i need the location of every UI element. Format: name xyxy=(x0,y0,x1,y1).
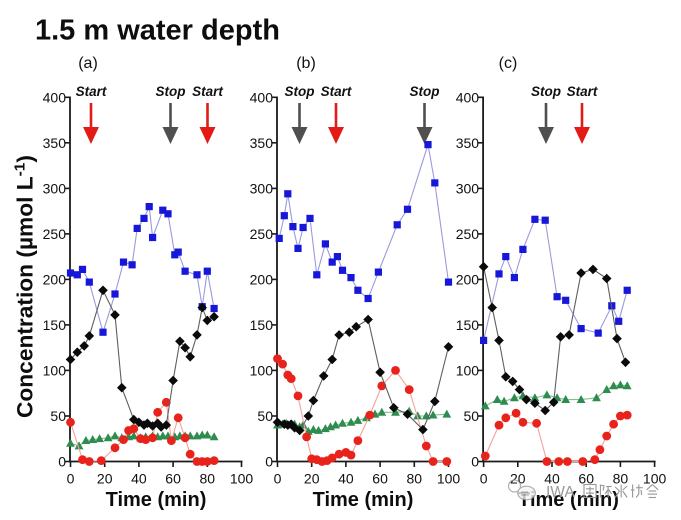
svg-text:250: 250 xyxy=(250,226,274,242)
svg-text:IWA: IWA xyxy=(546,484,575,501)
svg-text:350: 350 xyxy=(250,135,274,151)
svg-text:Stop: Stop xyxy=(531,84,561,99)
svg-text:200: 200 xyxy=(456,271,480,287)
svg-text:80: 80 xyxy=(200,471,216,487)
svg-text:250: 250 xyxy=(43,226,67,242)
svg-text:0: 0 xyxy=(265,454,273,470)
svg-text:200: 200 xyxy=(250,271,274,287)
svg-text:0: 0 xyxy=(274,471,282,487)
svg-text:0: 0 xyxy=(58,454,66,470)
svg-text:100: 100 xyxy=(437,471,461,487)
svg-text:60: 60 xyxy=(578,471,594,487)
svg-text:Time (min): Time (min) xyxy=(313,489,414,511)
svg-text:Start: Start xyxy=(321,84,352,99)
svg-text:(a): (a) xyxy=(78,55,98,72)
svg-text:40: 40 xyxy=(338,471,354,487)
svg-text:80: 80 xyxy=(407,471,423,487)
svg-text:Time (min): Time (min) xyxy=(106,489,207,511)
svg-text:0: 0 xyxy=(471,454,479,470)
svg-text:400: 400 xyxy=(456,89,480,105)
svg-text:20: 20 xyxy=(510,471,526,487)
svg-text:350: 350 xyxy=(456,135,480,151)
svg-text:Concentration (µmol L-1): Concentration (µmol L-1) xyxy=(11,155,38,418)
svg-text:(c): (c) xyxy=(499,55,518,72)
svg-text:20: 20 xyxy=(97,471,113,487)
svg-text:Start: Start xyxy=(192,84,223,99)
svg-text:Start: Start xyxy=(76,84,107,99)
svg-text:(b): (b) xyxy=(296,55,316,72)
svg-text:50: 50 xyxy=(50,408,66,424)
svg-text:60: 60 xyxy=(165,471,181,487)
svg-text:150: 150 xyxy=(43,317,67,333)
svg-text:50: 50 xyxy=(257,408,273,424)
svg-text:350: 350 xyxy=(43,135,67,151)
svg-text:100: 100 xyxy=(43,362,67,378)
svg-text:300: 300 xyxy=(456,180,480,196)
svg-text:0: 0 xyxy=(67,471,75,487)
svg-text:1.5 m water depth: 1.5 m water depth xyxy=(35,15,280,47)
svg-text:Stop: Stop xyxy=(285,84,315,99)
svg-text:300: 300 xyxy=(43,180,67,196)
svg-text:400: 400 xyxy=(250,89,274,105)
svg-text:250: 250 xyxy=(456,226,480,242)
svg-text:200: 200 xyxy=(43,271,67,287)
svg-text:150: 150 xyxy=(250,317,274,333)
svg-text:Start: Start xyxy=(567,84,598,99)
svg-text:Stop: Stop xyxy=(156,84,186,99)
svg-text:20: 20 xyxy=(304,471,320,487)
svg-text:60: 60 xyxy=(372,471,388,487)
svg-text:100: 100 xyxy=(250,362,274,378)
svg-text:40: 40 xyxy=(544,471,560,487)
svg-text:0: 0 xyxy=(480,471,488,487)
svg-text:Stop: Stop xyxy=(410,84,440,99)
svg-text:100: 100 xyxy=(643,471,667,487)
svg-text:100: 100 xyxy=(230,471,254,487)
svg-text:150: 150 xyxy=(456,317,480,333)
svg-text:40: 40 xyxy=(131,471,147,487)
svg-text:Time (min): Time (min) xyxy=(518,489,619,511)
svg-text:100: 100 xyxy=(456,362,480,378)
svg-text:50: 50 xyxy=(464,408,480,424)
svg-text:80: 80 xyxy=(613,471,629,487)
svg-text:300: 300 xyxy=(250,180,274,196)
svg-text:400: 400 xyxy=(43,89,67,105)
